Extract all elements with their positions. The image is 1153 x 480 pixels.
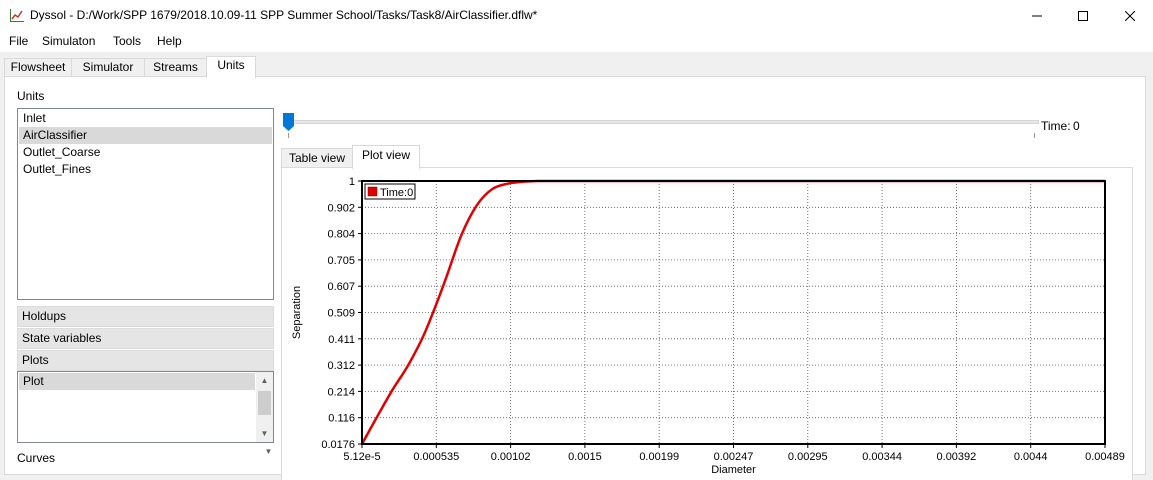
tab-streams[interactable]: Streams: [144, 58, 207, 77]
units-tab-page: Units Inlet AirClassifier Outlet_Coarse …: [4, 76, 1146, 480]
plot-frame: 5.12e-5 0.000535 0.00102 0.0015 0.00199 0.002…: [281, 167, 1133, 480]
x-tick-label: 0.00392: [937, 451, 977, 463]
x-tick-label: 0.00295: [788, 451, 828, 463]
tab-units[interactable]: Units: [206, 56, 256, 78]
y-tick-label: 0.509: [327, 308, 355, 320]
minimize-button[interactable]: [1014, 0, 1060, 31]
y-tick-label: 0.705: [327, 255, 355, 267]
x-axis-label: Diameter: [711, 464, 756, 476]
slider-tick-start: [288, 133, 289, 138]
unit-item-inlet[interactable]: Inlet: [23, 111, 46, 125]
units-list[interactable]: Inlet AirClassifier Outlet_Coarse Outlet…: [17, 108, 274, 300]
x-tick-label: 0.0044: [1014, 451, 1048, 463]
x-tick-label: 0.00344: [862, 451, 902, 463]
plots-section[interactable]: Plots: [17, 350, 274, 371]
plots-scrollbar[interactable]: ▲ ▼: [256, 372, 273, 442]
plots-list[interactable]: Plot ▲ ▼: [17, 371, 274, 443]
client-area: Flowsheet Simulator Streams Units Units …: [0, 52, 1153, 480]
chart: 5.12e-5 0.000535 0.00102 0.0015 0.00199 0.002…: [291, 176, 1125, 476]
menu-help[interactable]: Help: [157, 34, 182, 48]
state-variables-section[interactable]: State variables: [17, 328, 274, 349]
legend-label: Time:0: [380, 187, 413, 199]
curves-scroll-down-icon[interactable]: ▼: [264, 447, 273, 456]
maximize-button[interactable]: [1060, 0, 1106, 31]
window-title: Dyssol - D:/Work/SPP 1679/2018.10.09-11 …: [30, 8, 538, 22]
curves-label: Curves: [17, 451, 56, 465]
x-tick-label: 5.12e-5: [343, 451, 380, 463]
time-slider-track[interactable]: [287, 120, 1039, 124]
y-axis-label: Separation: [291, 286, 303, 339]
holdups-section[interactable]: Holdups: [17, 306, 274, 327]
close-icon: [1125, 10, 1135, 21]
legend-swatch: [367, 186, 378, 197]
y-tick-label: 0.902: [327, 202, 355, 214]
tab-flowsheet[interactable]: Flowsheet: [4, 58, 72, 77]
maximize-icon: [1078, 10, 1088, 21]
menu-bar: File Simulaton Tools Help: [0, 31, 1153, 52]
app-icon: [10, 9, 24, 22]
scroll-up-icon[interactable]: ▲: [260, 376, 269, 385]
scroll-thumb[interactable]: [258, 391, 271, 415]
plot-border: [361, 180, 1106, 445]
x-tick-label: 0.00489: [1085, 451, 1125, 463]
tab-table-view[interactable]: Table view: [281, 148, 353, 168]
tab-simulator[interactable]: Simulator: [71, 58, 145, 77]
close-button[interactable]: [1107, 0, 1153, 31]
menu-file[interactable]: File: [9, 34, 29, 48]
unit-item-airclassifier[interactable]: AirClassifier: [19, 127, 272, 144]
x-tick-label: 0.000535: [413, 451, 459, 463]
menu-simulation[interactable]: Simulaton: [42, 34, 96, 48]
title-bar: Dyssol - D:/Work/SPP 1679/2018.10.09-11 …: [0, 0, 1153, 31]
y-tick-label: 0.607: [327, 281, 355, 293]
unit-item-outlet-fines[interactable]: Outlet_Fines: [23, 162, 92, 176]
y-tick-label: 0.312: [327, 360, 355, 372]
scroll-down-icon[interactable]: ▼: [260, 429, 269, 438]
y-tick-label: 1: [349, 176, 355, 188]
menu-tools[interactable]: Tools: [113, 34, 142, 48]
slider-tick-end: [1034, 133, 1035, 138]
x-tick-label: 0.00199: [639, 451, 679, 463]
y-tick-label: 0.804: [327, 229, 355, 241]
x-tick-label: 0.0015: [568, 451, 602, 463]
y-tick-label: 0.411: [328, 334, 355, 346]
units-label: Units: [17, 89, 45, 103]
unit-item-outlet-coarse[interactable]: Outlet_Coarse: [23, 145, 101, 159]
y-tick-label: 0.214: [327, 386, 355, 398]
time-slider-thumb[interactable]: [283, 113, 294, 131]
x-tick-label: 0.00247: [714, 451, 754, 463]
plot-item[interactable]: Plot: [19, 373, 255, 390]
x-tick-label: 0.00102: [491, 451, 531, 463]
minimize-icon: [1032, 15, 1042, 16]
y-tick-label: 0.0176: [321, 439, 355, 451]
time-label: Time:: [1041, 119, 1071, 133]
tab-plot-view[interactable]: Plot view: [352, 145, 420, 169]
legend-box: [364, 183, 416, 200]
y-tick-label: 0.116: [328, 413, 355, 425]
time-value: 0: [1073, 119, 1080, 133]
